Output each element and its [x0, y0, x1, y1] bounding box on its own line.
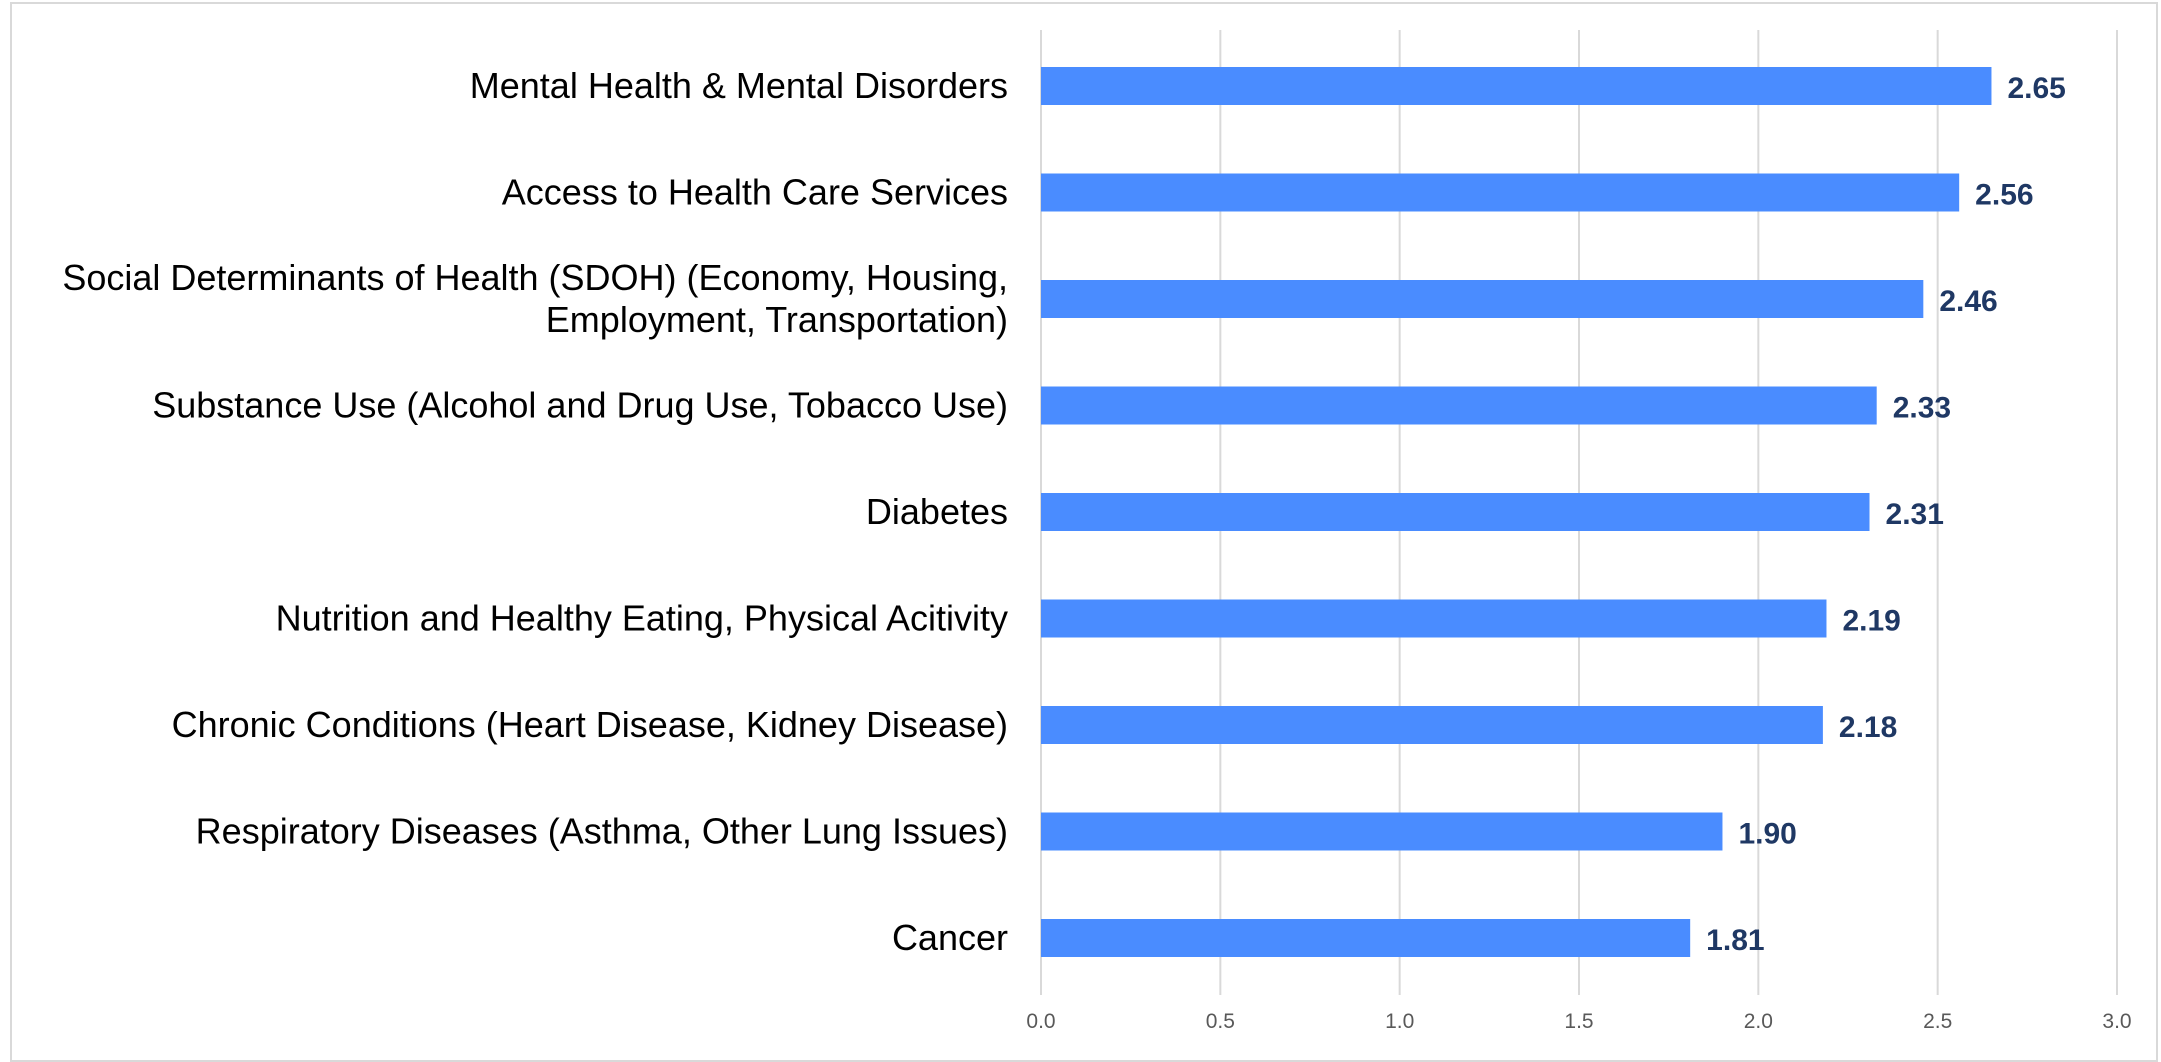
x-tick-label: 0.0 — [1026, 1010, 1055, 1033]
x-tick-label: 2.0 — [1744, 1010, 1773, 1033]
bar — [1041, 493, 1870, 531]
data-label: 1.90 — [1738, 818, 1796, 851]
data-label: 2.18 — [1839, 711, 1897, 744]
data-label: 2.65 — [2007, 72, 2065, 105]
category-label: Social Determinants of Health (SDOH) (Ec… — [62, 257, 1008, 298]
bar — [1041, 812, 1723, 851]
bar — [1041, 173, 1960, 212]
category-label: Chronic Conditions (Heart Disease, Kidne… — [172, 704, 1008, 745]
x-tick-label: 2.5 — [1923, 1010, 1952, 1033]
x-tick-label: 3.0 — [2102, 1010, 2131, 1033]
data-label: 2.19 — [1842, 605, 1900, 638]
bar — [1041, 919, 1691, 957]
bar — [1041, 67, 1992, 105]
category-label: Nutrition and Healthy Eating, Physical A… — [276, 598, 1008, 639]
category-label: Access to Health Care Services — [502, 172, 1008, 213]
x-tick-label: 1.5 — [1564, 1010, 1593, 1033]
data-label: 2.46 — [1939, 285, 1997, 318]
x-tick-label: 0.5 — [1206, 1010, 1235, 1033]
category-label: Mental Health & Mental Disorders — [470, 65, 1008, 106]
category-labels: Mental Health & Mental Disorders Access t… — [62, 65, 1008, 958]
bar — [1041, 706, 1823, 744]
value-labels: 2.65 2.56 2.46 2.33 2.31 2.19 2.18 1.90 1.81 — [1706, 72, 2066, 957]
category-label: Cancer — [892, 917, 1008, 958]
category-label: Substance Use (Alcohol and Drug Use, Tob… — [152, 385, 1008, 426]
category-label: Diabetes — [866, 491, 1008, 532]
category-label: Respiratory Diseases (Asthma, Other Lung… — [196, 811, 1008, 852]
bar — [1041, 280, 1924, 318]
bar — [1041, 599, 1827, 638]
bar — [1041, 386, 1877, 425]
x-tick-label: 1.0 — [1385, 1010, 1414, 1033]
data-label: 2.33 — [1893, 392, 1951, 425]
data-label: 2.31 — [1886, 498, 1944, 531]
category-label: Employment, Transportation) — [546, 299, 1008, 340]
data-label: 1.81 — [1706, 924, 1764, 957]
bars — [1041, 67, 1992, 957]
data-label: 2.56 — [1975, 179, 2033, 212]
x-axis-ticks: 0.0 0.5 1.0 1.5 2.0 2.5 3.0 — [1026, 1010, 2131, 1033]
